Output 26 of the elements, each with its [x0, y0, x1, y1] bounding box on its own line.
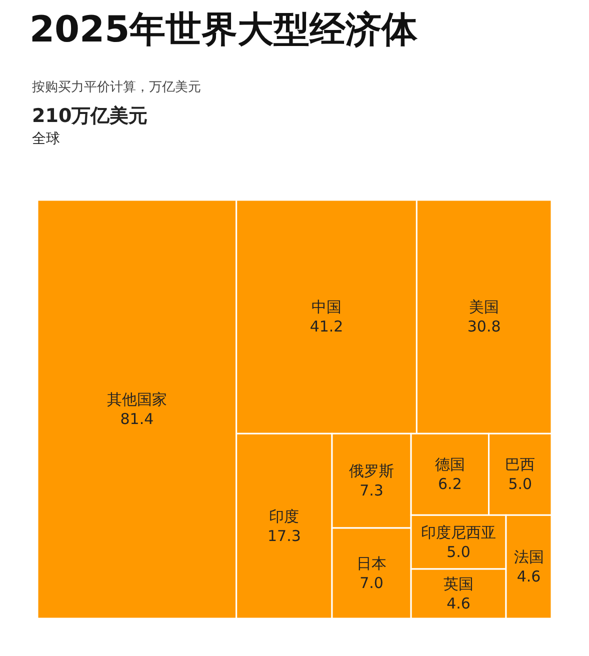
text: 全球: [32, 131, 60, 147]
data-label: 17.3: [267, 526, 301, 545]
category-label: 印度尼西亚: [421, 523, 496, 542]
text: 按购买力平价计算，万亿美元: [32, 79, 201, 95]
data-label: 4.6: [446, 594, 470, 612]
category-label: 日本: [356, 554, 387, 572]
text: 210万亿美元: [32, 105, 148, 127]
data-label: 5.0: [508, 475, 532, 494]
data-label: 4.6: [516, 568, 541, 586]
data-label: 5.0: [446, 542, 470, 561]
category-label: 法国: [514, 548, 544, 566]
text: 2025年世界大型经济体: [29, 10, 419, 51]
category-label: 俄罗斯: [349, 462, 394, 480]
data-label: 81.4: [120, 410, 154, 428]
category-label: 印度: [269, 507, 300, 526]
data-label: 7.0: [360, 574, 384, 592]
category-label: 巴西: [505, 456, 536, 474]
data-label: 7.3: [360, 482, 384, 500]
category-label: 中国: [312, 298, 342, 316]
data-label: 41.2: [310, 318, 344, 336]
category-label: 美国: [469, 298, 500, 316]
data-label: 30.8: [467, 318, 501, 336]
category-label: 德国: [434, 456, 465, 474]
category-label: 其他国家: [106, 390, 167, 408]
data-label: 6.2: [438, 475, 462, 494]
category-label: 英国: [444, 574, 474, 593]
